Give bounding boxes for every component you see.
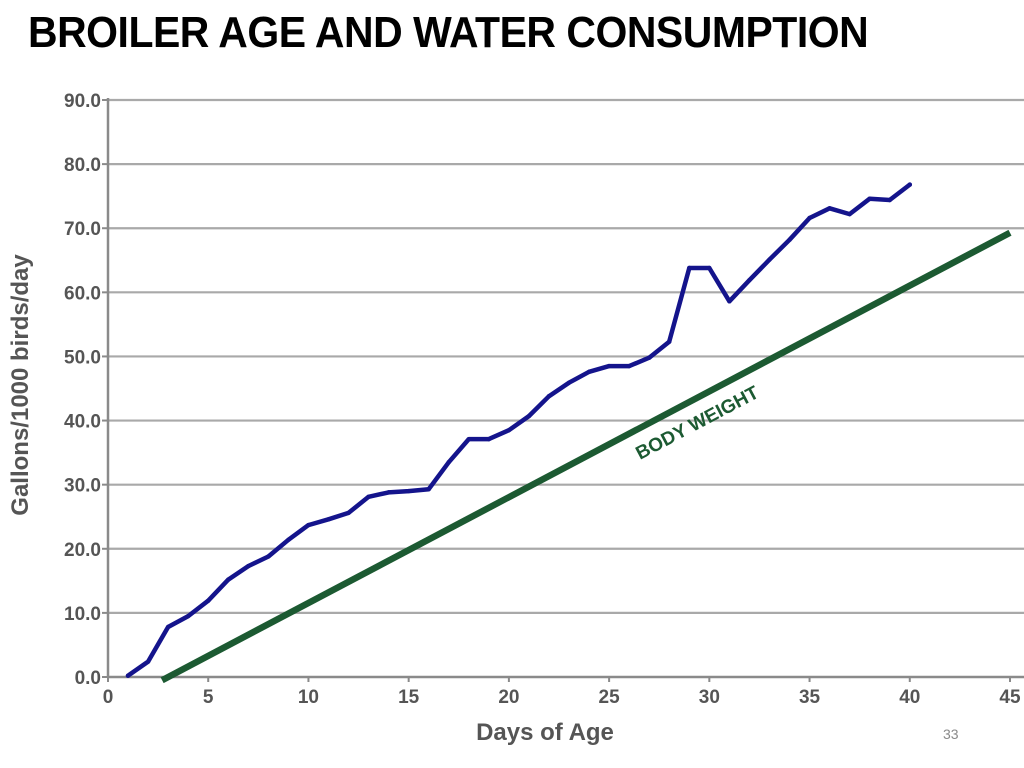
x-tick-label: 10 [298,687,319,708]
gridlines [108,98,1024,614]
data-point [847,211,852,217]
slide-title: BROILER AGE AND WATER CONSUMPTION [28,8,869,57]
y-tick-label: 80.0 [64,155,101,176]
data-point [707,265,712,271]
x-tick-label: 45 [999,687,1021,708]
x-tick-label: 25 [599,687,621,708]
y-tick-label: 20.0 [64,540,101,561]
y-tick-label: 40.0 [64,412,101,433]
data-point [506,427,512,433]
data-point [466,436,471,442]
data-point [546,393,552,399]
y-tick-label: 30.0 [64,476,101,497]
data-point [807,215,812,221]
data-point [787,237,792,242]
x-tick-labels: 0 5 10 15 20 25 30 35 40 45 [103,687,1021,708]
y-tick-labels: 0.0 10.0 20.0 30.0 40.0 50.0 60.0 70.0 80.0 90.0 [64,91,101,689]
data-point [346,510,351,516]
data-point [286,537,291,543]
data-point [145,659,151,664]
data-point [426,486,431,492]
data-point [687,265,692,271]
data-point [185,613,191,619]
x-tick-label: 20 [498,687,519,708]
data-point [266,554,271,559]
x-tick-label: 30 [699,687,720,708]
data-point [386,490,391,495]
data-point [827,206,832,211]
data-point [586,369,592,375]
data-point [526,413,532,419]
y-tick-label: 10.0 [64,604,101,625]
x-tick-label: 0 [103,687,114,708]
y-tick-label: 70.0 [64,219,101,240]
x-axis-title: Days of Age [476,719,614,746]
data-point [326,517,331,522]
x-tick-label: 40 [899,687,920,708]
data-point [767,257,772,262]
data-point [246,563,251,569]
data-point [226,577,231,582]
water-consumption-line [125,182,913,678]
data-point [366,494,371,500]
series [125,182,913,678]
data-point [206,598,211,603]
data-point [867,196,872,201]
data-point [887,197,892,203]
data-point [647,355,652,360]
y-tick-label: 0.0 [75,668,101,689]
y-tick-label: 50.0 [64,347,101,368]
data-point [125,673,131,678]
body-weight-trend-line [160,229,1012,684]
data-point [406,488,411,494]
data-point [667,339,672,344]
data-point [165,624,171,630]
data-point [486,436,492,442]
slide-number: 33 [943,726,959,742]
x-tick-label: 35 [799,687,821,708]
data-point [566,380,572,385]
axes [102,98,1024,682]
data-point [626,363,632,369]
data-point [446,460,451,465]
y-tick-label: 60.0 [64,283,101,304]
data-point [907,182,912,187]
x-tick-label: 15 [398,687,420,708]
x-tick-label: 5 [203,687,214,708]
data-point [306,522,311,528]
data-point [747,277,752,283]
data-point [727,299,732,304]
y-tick-label: 90.0 [64,91,101,112]
y-axis-title: Gallons/1000 birds/day [7,254,34,516]
data-point [606,363,612,369]
